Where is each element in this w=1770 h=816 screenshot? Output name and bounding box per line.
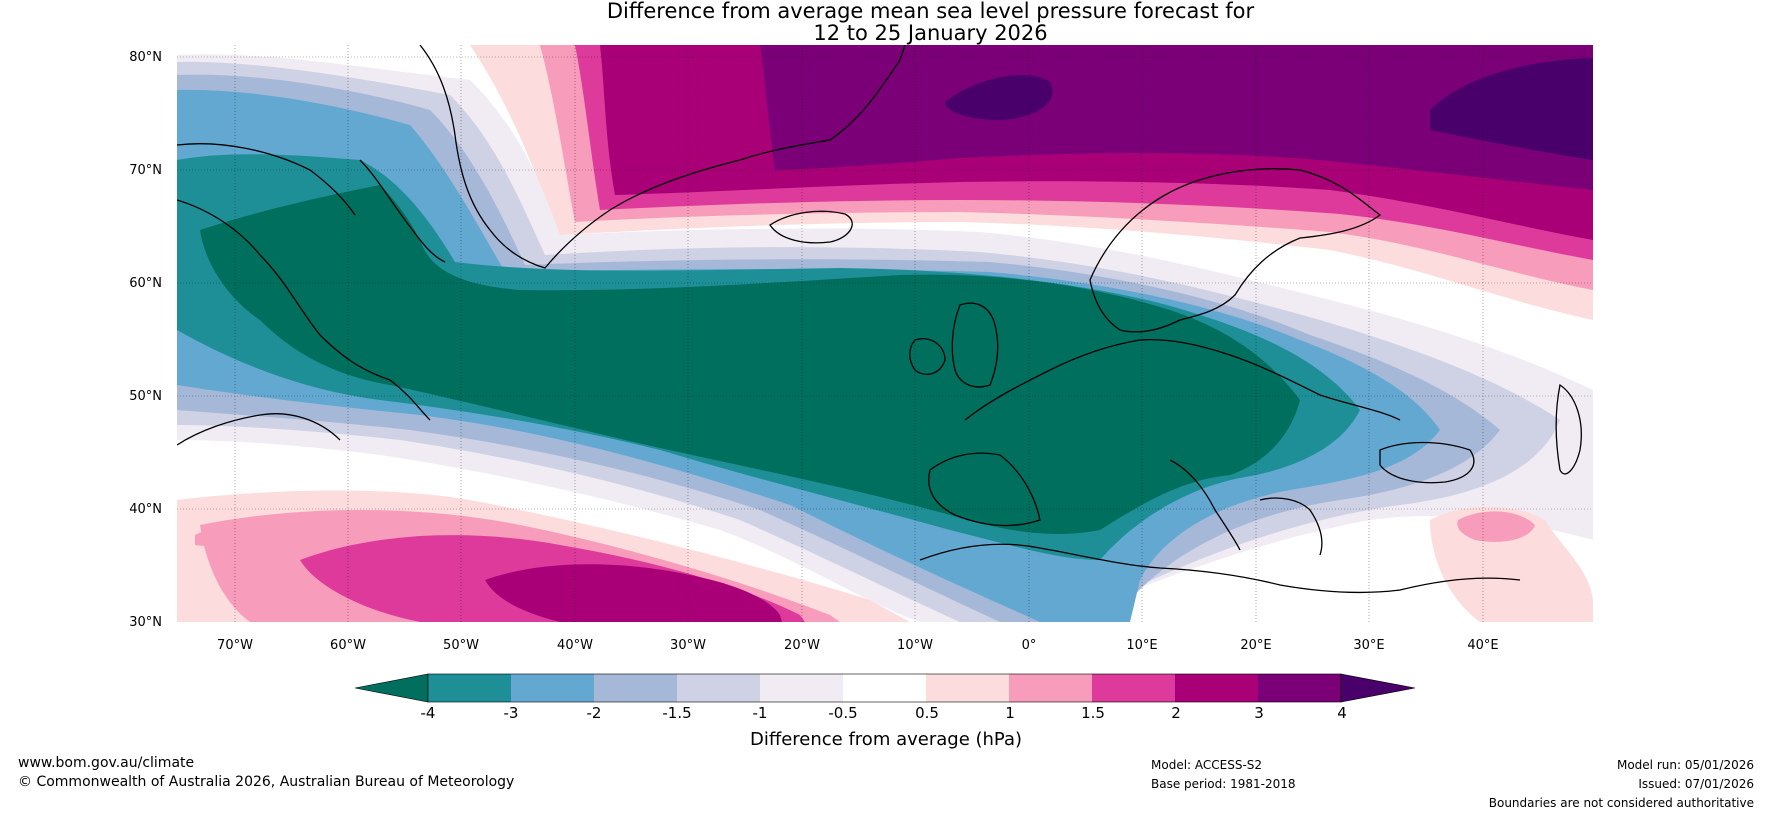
longitude-labels: 70°W 60°W 50°W 40°W 30°W 20°W 10°W 0° 10… [217,638,1499,653]
chart-title-line2: 12 to 25 January 2026 [813,21,1048,45]
colorbar-segment [594,674,677,702]
model-run-text: Model run: 05/01/2026 [1616,758,1754,772]
lon-label: 20°W [784,638,820,653]
colorbar-tick-labels: -4 -3 -2 -1.5 -1 -0.5 0.5 1 1.5 2 3 4 [421,704,1347,722]
base-period-text: Base period: 1981-2018 [1151,777,1296,791]
lon-label: 40°W [557,638,593,653]
colorbar [354,673,1416,703]
colorbar-segment [511,674,594,702]
colorbar-segment [677,674,760,702]
colorbar-tick-label: -0.5 [828,704,857,722]
colorbar-segment [1258,674,1341,702]
contour-pos-4-north-a [945,74,1053,120]
contour-pos-small-east-b [1457,511,1535,542]
lon-label: 0° [1022,638,1037,653]
colorbar-tick-label: 3 [1254,704,1264,722]
colorbar-tick-label: 0.5 [915,704,939,722]
contour-neg-4 [200,185,1300,535]
lat-label: 50°N [129,389,162,404]
colorbar-segment [1009,674,1092,702]
colorbar-extend-high [1340,673,1416,703]
contour-pos-small-west [195,527,255,547]
lon-label: 70°W [217,638,253,653]
colorbar-segment [1092,674,1175,702]
colorbar-tick-label: -1.5 [662,704,691,722]
chart-title-line1: Difference from average mean sea level p… [606,0,1255,23]
copyright-text: © Commonwealth of Australia 2026, Austra… [18,774,515,790]
lat-label: 80°N [129,50,162,65]
colorbar-tick-label: -2 [587,704,602,722]
issued-text: Issued: 07/01/2026 [1638,777,1754,791]
colorbar-tick-label: 4 [1337,704,1347,722]
colorbar-tick-label: 1 [1005,704,1015,722]
lon-label: 50°W [443,638,479,653]
lon-label: 20°E [1240,638,1271,653]
colorbar-segment [760,674,843,702]
graticule [177,45,1593,622]
model-text: Model: ACCESS-S2 [1151,758,1263,772]
lon-label: 60°W [330,638,366,653]
boundaries-text: Boundaries are not considered authoritat… [1488,796,1754,810]
colorbar-outline [427,673,1342,703]
lon-label: 40°E [1467,638,1498,653]
lon-label: 10°E [1126,638,1157,653]
colorbar-segment [428,674,511,702]
colorbar-segment [926,674,1009,702]
colorbar-tick-label: -4 [421,704,436,722]
colorbar-segment [843,674,926,702]
coastlines [177,45,1582,594]
lat-label: 30°N [129,615,162,630]
colorbar-tick-label: -1 [753,704,768,722]
lon-label: 30°E [1353,638,1384,653]
lat-label: 70°N [129,163,162,178]
colorbar-tick-label: 1.5 [1081,704,1105,722]
colorbar-label: Difference from average (hPa) [750,729,1022,750]
colorbar-segment [1175,674,1258,702]
colorbar-tick-label: -3 [504,704,519,722]
colorbar-extend-low [354,673,429,703]
contour-pos-4-north-b [1430,58,1593,160]
lon-label: 30°W [670,638,706,653]
lon-label: 10°W [897,638,933,653]
website-text: www.bom.gov.au/climate [18,755,195,771]
colorbar-tick-label: 2 [1171,704,1181,722]
anomaly-field [177,45,1593,622]
lat-label: 40°N [129,502,162,517]
contour-pos-2-south [485,564,782,622]
lat-label: 60°N [129,276,162,291]
contour-pos-3-north [760,45,1593,190]
latitude-labels: 80°N 70°N 60°N 50°N 40°N 30°N [129,50,162,630]
